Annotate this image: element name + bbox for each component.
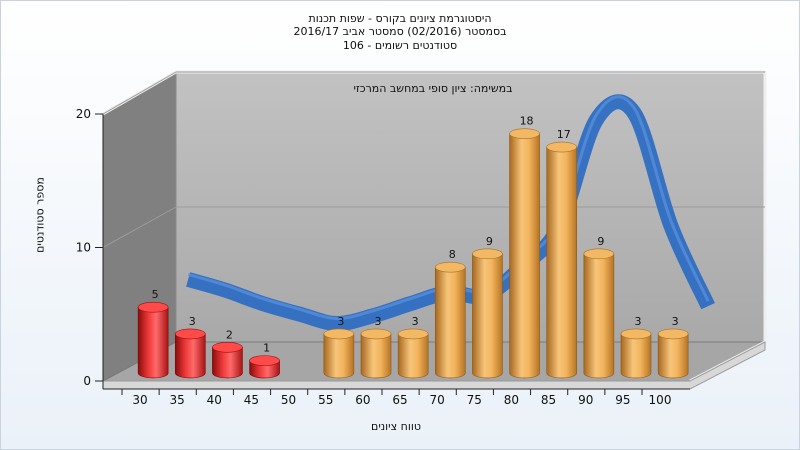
bar: 9 [472, 235, 503, 379]
bar-cap [249, 355, 280, 366]
bar-cap [360, 328, 392, 340]
y-tick-label: 10 [76, 241, 91, 255]
data-label: 9 [486, 235, 493, 248]
y-axis-label: מספר סטודנטים [33, 177, 47, 253]
bar-cap [546, 141, 578, 153]
bar-body [137, 306, 169, 379]
bar-body [323, 333, 355, 379]
x-axis-label: טווח ציונים [371, 420, 421, 433]
gridline [102, 71, 177, 115]
bar-body [434, 266, 466, 379]
bar-body [472, 253, 503, 379]
bar-cap [397, 328, 429, 340]
data-label: 3 [337, 315, 344, 328]
data-label: 3 [374, 315, 381, 328]
bar-body [657, 333, 689, 379]
bar: 3 [360, 315, 392, 379]
bar-cap [657, 328, 689, 340]
data-label: 1 [263, 342, 270, 355]
bar-body [174, 333, 206, 379]
data-label: 3 [634, 315, 641, 328]
x-tick-label: 85 [541, 393, 556, 407]
data-label: 18 [520, 115, 534, 128]
data-label: 17 [557, 128, 571, 141]
data-label: 8 [449, 248, 456, 261]
chart-title-line-3: 106 - סטודנטים רשומים [342, 39, 458, 52]
bar-cap [472, 248, 503, 260]
bar: 3 [323, 315, 355, 379]
x-tick-label: 30 [132, 393, 147, 407]
data-label: 3 [412, 315, 419, 328]
bar: 8 [434, 248, 466, 379]
x-tick-label: 90 [578, 393, 593, 407]
x-tick-label: 70 [430, 393, 445, 407]
x-tick-label: 95 [615, 393, 630, 407]
bar-cap [583, 248, 615, 260]
bar-body [397, 333, 429, 379]
bar-cap [212, 341, 243, 353]
bar-body [583, 253, 615, 379]
bar-cap [620, 328, 652, 340]
bar-cap [434, 261, 466, 273]
bar-cap [323, 328, 355, 340]
bar-body [360, 333, 392, 379]
data-label: 3 [672, 315, 679, 328]
x-tick-label: 100 [649, 393, 672, 407]
bar: 18 [509, 115, 540, 379]
bar: 1 [249, 342, 280, 379]
bar-cap [509, 128, 540, 139]
x-tick-label: 65 [392, 393, 407, 407]
bar-body [212, 346, 243, 379]
bar: 3 [657, 315, 689, 379]
bar: 5 [137, 288, 169, 379]
bar: 9 [583, 235, 615, 379]
bar-body [509, 133, 540, 379]
chart-subtitle: במשימה: ציון סופי במחשב המרכזי [353, 82, 512, 95]
x-tick-label: 75 [467, 393, 482, 407]
y-tick-label: 0 [83, 374, 91, 388]
bar: 3 [397, 315, 429, 379]
data-label: 9 [597, 235, 604, 248]
bar-body [546, 146, 578, 379]
bar: 3 [620, 315, 652, 379]
x-tick-label: 45 [244, 393, 259, 407]
data-label: 3 [189, 315, 196, 328]
x-tick-label: 35 [170, 393, 185, 407]
bar: 2 [212, 328, 243, 379]
bar: 17 [546, 128, 578, 379]
chart-title-line-2: בסמסטר (02/2016) סמסטר אביב 2016/17 [293, 25, 507, 38]
chart-title-line-1: היסטוגרמת ציונים בקורס - שפות תכנות [308, 12, 492, 25]
y-tick-label: 20 [76, 107, 91, 121]
data-label: 5 [152, 288, 159, 301]
bar-body [620, 333, 652, 379]
data-label: 2 [226, 328, 233, 341]
x-tick-label: 50 [281, 393, 296, 407]
x-tick-label: 40 [207, 393, 222, 407]
bar-cap [137, 301, 169, 313]
gridline [102, 206, 177, 248]
x-tick-label: 60 [355, 393, 370, 407]
x-tick-label: 80 [504, 393, 519, 407]
bar-cap [174, 328, 206, 340]
bar: 3 [174, 315, 206, 379]
x-tick-label: 55 [318, 393, 333, 407]
